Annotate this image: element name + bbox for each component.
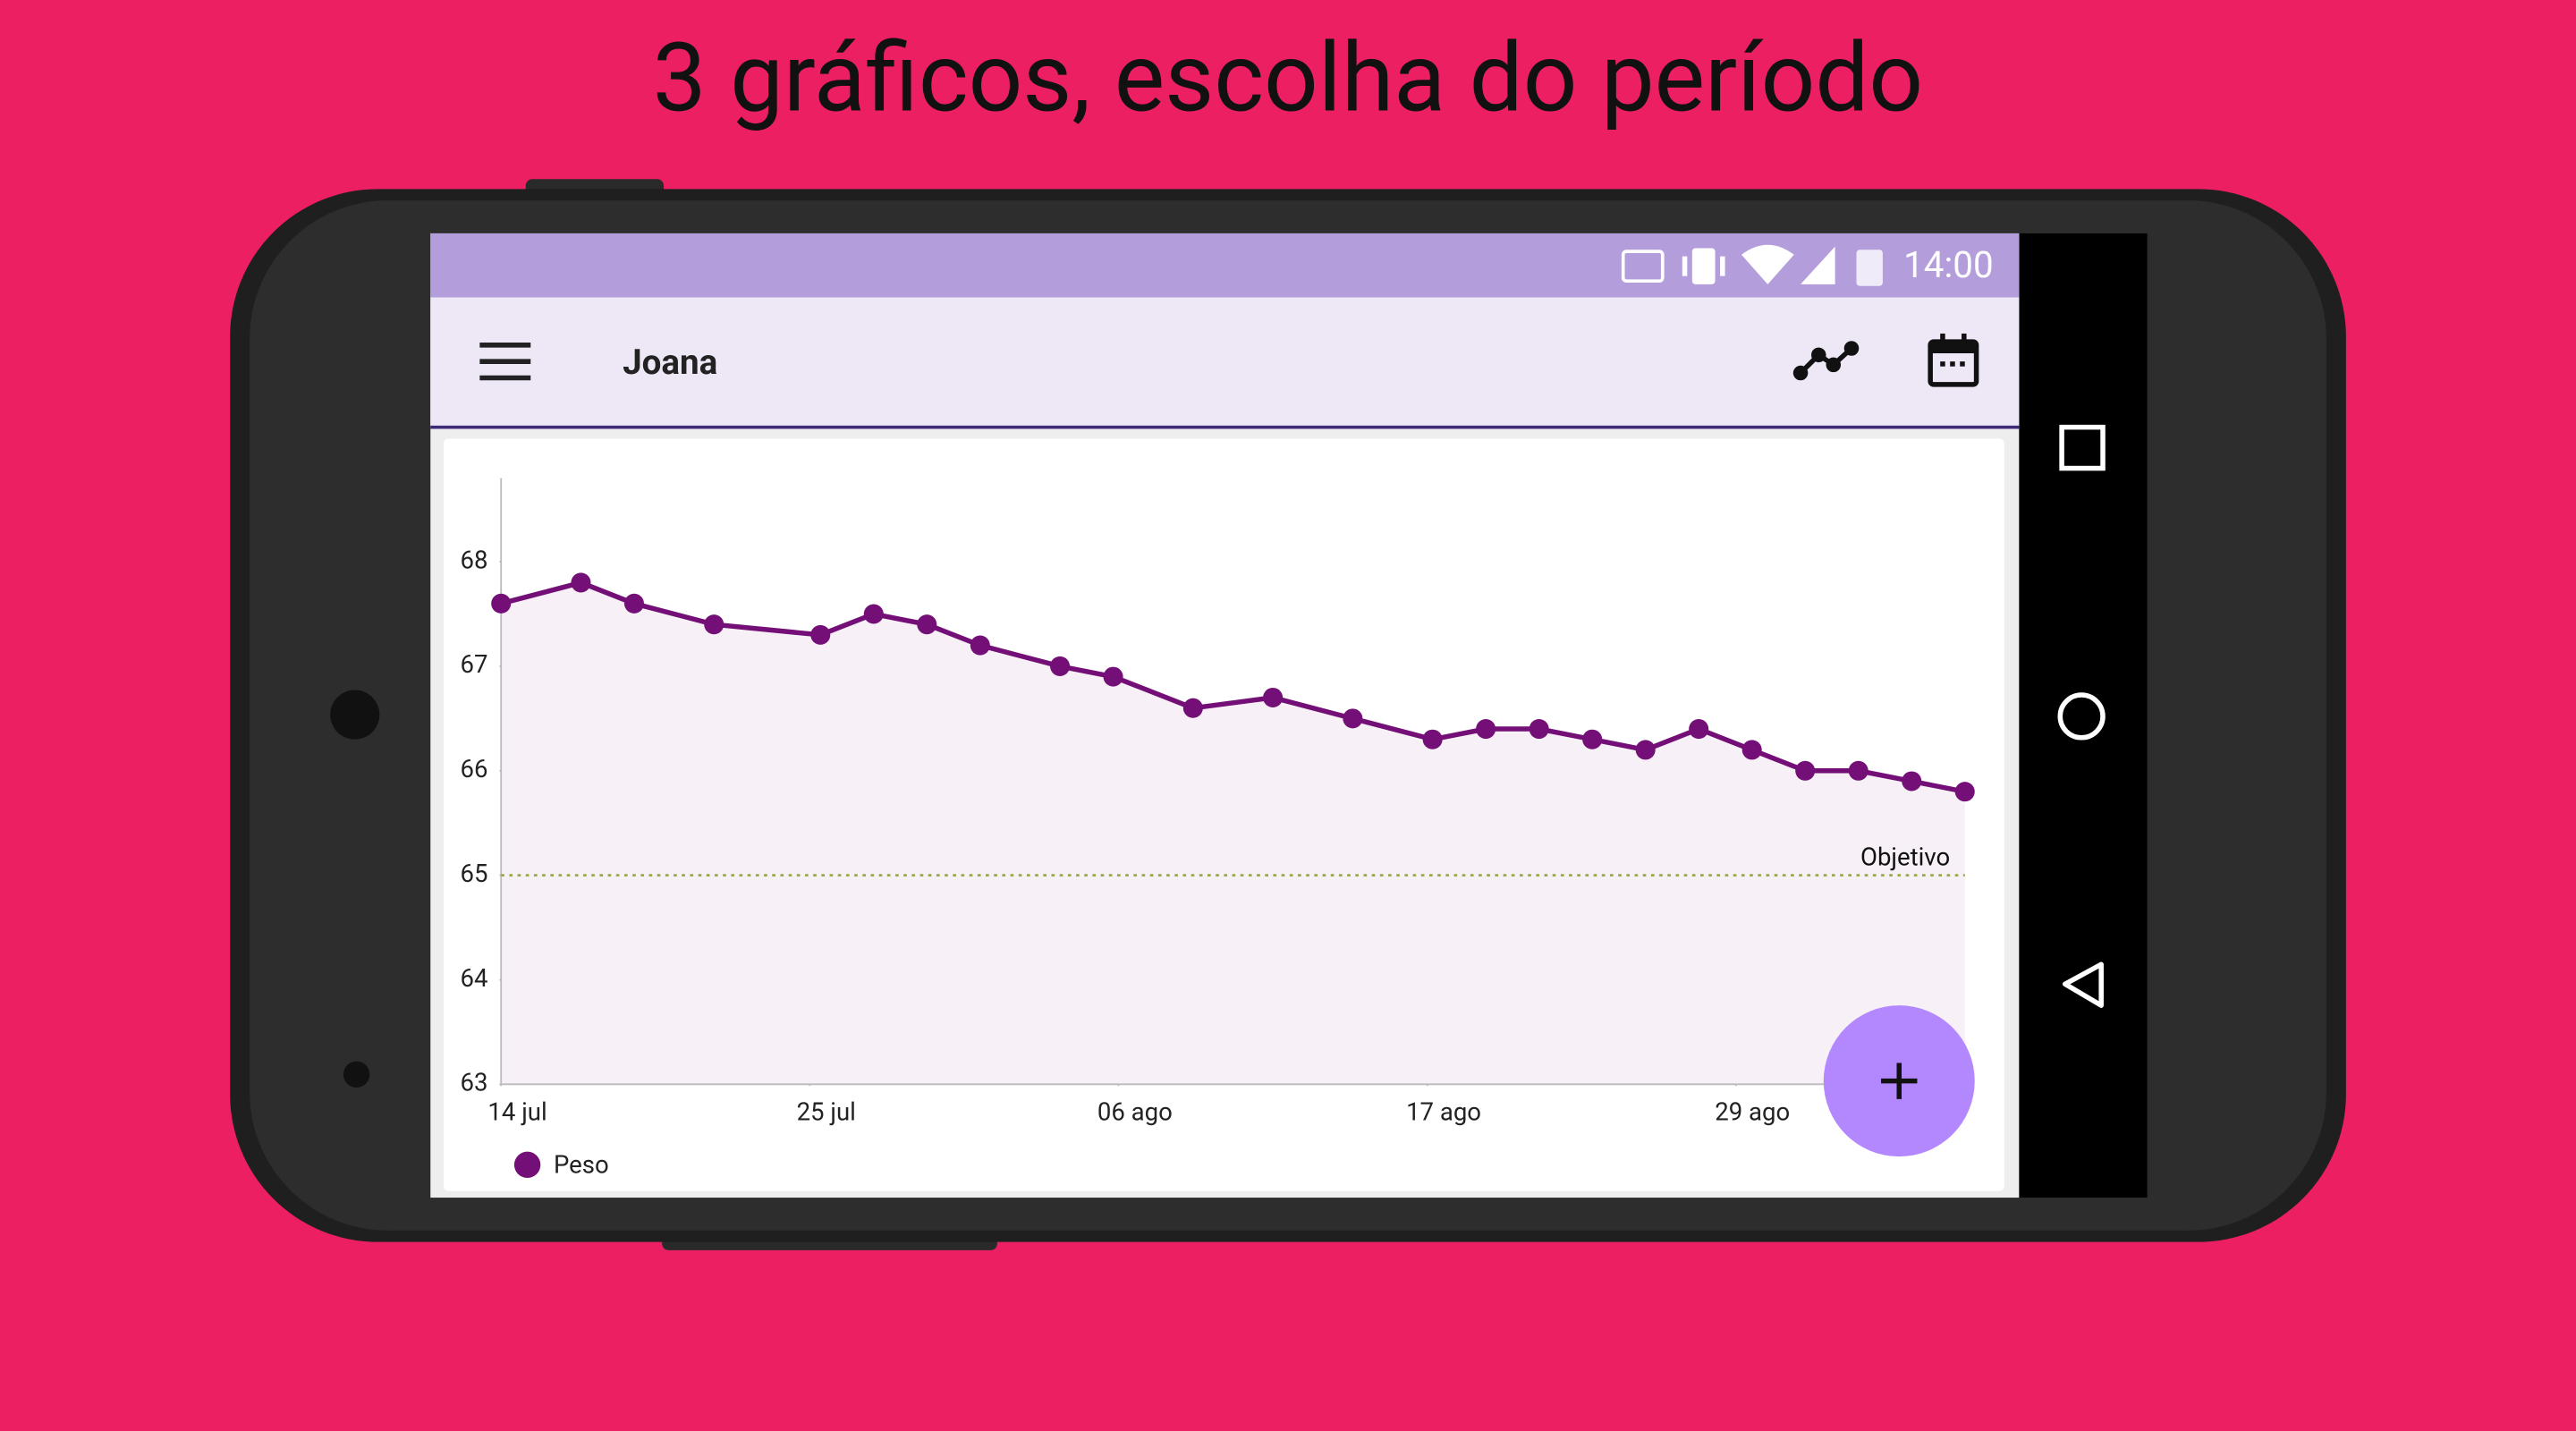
legend-label: Peso (554, 1149, 609, 1179)
chart-card (443, 438, 2004, 1191)
recents-button[interactable] (2059, 424, 2106, 471)
chart: 63 64 65 66 67 68 14 jul 25 jul 06 ago 17 ago 29 a… (461, 478, 1975, 1179)
point (863, 604, 884, 624)
point (1476, 719, 1496, 740)
point (1343, 708, 1363, 729)
status-time: 14:00 (1903, 244, 1994, 286)
point (1263, 687, 1284, 708)
x-tick-label: 06 ago (1097, 1097, 1173, 1127)
y-tick-label: 67 (461, 649, 488, 679)
y-tick-label: 64 (461, 963, 488, 993)
point (1689, 719, 1709, 740)
point (1902, 771, 1922, 792)
app-bar (430, 297, 2020, 428)
app-title: Joana (623, 343, 717, 383)
area (501, 582, 1965, 1085)
point (1741, 740, 1762, 760)
point (970, 635, 990, 656)
point (1103, 666, 1123, 687)
x-tick-label: 14 jul (487, 1097, 547, 1127)
point (1954, 782, 1975, 802)
point (917, 614, 937, 635)
x-tick-label: 17 ago (1406, 1097, 1481, 1127)
add-icon (1881, 1063, 1918, 1099)
y-tick-label: 66 (461, 754, 488, 783)
chart-type-icon[interactable] (1792, 341, 1860, 381)
point (1422, 729, 1443, 749)
back-button[interactable] (2063, 961, 2104, 1008)
y-tick-label: 63 (461, 1068, 488, 1097)
point (623, 593, 644, 614)
point (1182, 698, 1203, 718)
y-tick-label: 65 (461, 859, 488, 888)
menu-icon[interactable] (479, 343, 531, 381)
point (491, 593, 512, 614)
home-button[interactable] (2057, 692, 2106, 741)
x-tick-label: 25 jul (797, 1097, 856, 1127)
point (810, 624, 831, 645)
x-tick-label: 29 ago (1715, 1097, 1790, 1127)
point (1529, 719, 1549, 740)
status-icons (1621, 244, 1883, 286)
point (571, 572, 591, 593)
sensor (343, 1061, 370, 1088)
point (1635, 740, 1656, 760)
point (1795, 760, 1816, 781)
point (1848, 760, 1868, 781)
legend-swatch (513, 1151, 541, 1179)
point (704, 614, 724, 635)
goal-label: Objetivo (1860, 843, 1950, 872)
point (1050, 656, 1071, 676)
camera (330, 690, 380, 740)
headline: 3 gráficos, escolha do período (653, 23, 1923, 135)
calendar-icon[interactable] (1928, 333, 1979, 387)
y-tick-label: 68 (461, 545, 488, 574)
point (1582, 729, 1603, 749)
